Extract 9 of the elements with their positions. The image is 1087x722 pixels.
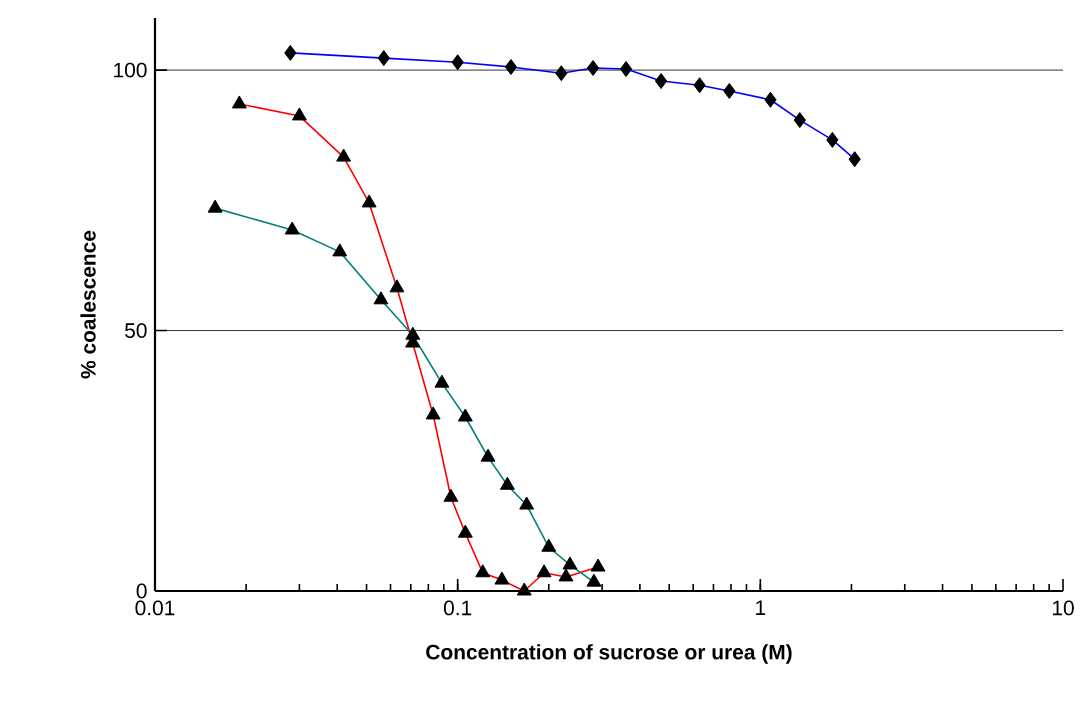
x-tick-label: 10	[1052, 600, 1074, 616]
y-tick-label: 50	[125, 323, 147, 338]
x-axis-title: Concentration of sucrose or urea (M)	[426, 644, 792, 664]
x-tick-label: 0.1	[443, 600, 472, 616]
y-axis-title: % coalescence	[80, 230, 96, 379]
x-tick-label: 1	[756, 600, 766, 615]
y-tick-label: 100	[114, 62, 147, 78]
x-tick-label: 0.01	[135, 600, 175, 616]
y-tick-label: 0	[136, 583, 147, 599]
